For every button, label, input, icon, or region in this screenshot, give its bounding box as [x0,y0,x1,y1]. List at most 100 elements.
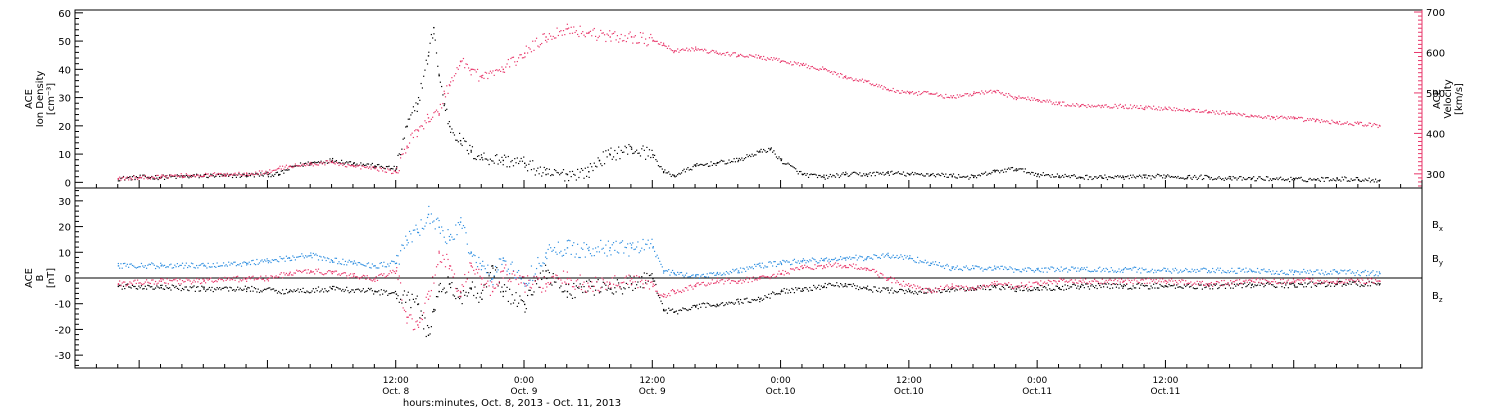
velocity-point [246,173,248,175]
density-point-trace [583,177,585,179]
velocity-point-trace [262,173,264,175]
by-point-trace [932,261,934,263]
velocity-point-trace [360,168,362,170]
density-point-trace [1194,174,1196,177]
bx-point-trace [302,287,304,289]
bx-point-trace [414,301,416,303]
velocity-point-trace [1200,111,1202,113]
by-point-trace [796,262,798,264]
velocity-point-trace [696,49,698,51]
bx-point-trace [1141,283,1143,285]
velocity-point-trace [1054,103,1056,106]
velocity-point-trace [330,161,332,164]
x-tick-date-label: Oct. 9 [510,387,537,397]
density-point-trace [193,173,195,176]
bx-point-trace [1174,287,1177,289]
bx-point-trace [606,289,608,291]
bx-point-trace [312,288,314,290]
by-point-trace [1265,271,1268,273]
velocity-point-trace [1191,108,1193,110]
density-point-trace [665,172,667,174]
bx-point-trace [1127,288,1129,290]
bx-point-trace [1050,289,1052,291]
density-point-trace [189,176,191,178]
velocity-point-trace [1372,124,1374,126]
velocity-point-trace [467,67,470,69]
density-point-trace [967,175,969,177]
velocity-point-trace [882,88,884,90]
bx-point-trace [297,288,299,290]
by-point-trace [176,263,178,265]
density-point-trace [1170,175,1173,178]
velocity-point-trace [702,50,704,52]
velocity-point-trace [716,52,719,54]
by-point-trace [764,265,766,267]
bx-point-trace [373,293,375,295]
bx-point-trace [823,286,825,289]
by-point-trace [575,253,577,255]
velocity-point-trace [1337,123,1339,125]
by-point-trace [466,243,468,245]
velocity-point-trace [1310,119,1313,121]
by-point-trace [387,263,389,265]
bx-point-trace [1046,289,1048,291]
bx-point-trace [811,289,813,292]
velocity-point-trace [389,169,391,171]
density-point-trace [751,153,753,155]
density-point-trace [816,176,819,179]
bx-point-trace [294,290,296,292]
density-point-trace [865,173,867,175]
bz-point-trace [709,283,711,286]
density-point-trace [180,175,182,177]
bx-point-trace [275,289,277,292]
bx-point-trace [584,291,586,293]
by-point-trace [951,266,953,268]
velocity-point-trace [383,167,385,169]
by-point-trace [439,232,441,234]
density-point-trace [840,175,842,177]
by-point-trace [303,257,305,259]
bx-point-trace [1113,283,1115,285]
density-point-trace [403,137,406,139]
bx-point-trace [1215,283,1218,285]
bx-point-trace [861,287,864,290]
velocity-point-trace [974,92,976,94]
velocity-point-trace [552,35,554,38]
bz-point-trace [661,295,663,297]
velocity-point-trace [352,164,354,166]
bx-point-trace [1018,287,1020,289]
density-point-trace [896,172,898,174]
by-point-trace [1285,273,1287,276]
density-point-trace [412,106,415,108]
density-point-trace [1006,168,1008,170]
by-point-trace [752,268,754,270]
bz-point-trace [580,288,583,291]
velocity-point-trace [929,93,932,95]
velocity-point-trace [337,162,339,164]
density-point [449,125,451,128]
velocity-point-trace [950,95,952,97]
bx-point-trace [792,288,794,291]
velocity-point-trace [550,35,552,37]
by-point-trace [1155,271,1157,273]
bx-point-trace [850,283,852,286]
bz-point-trace [325,272,327,275]
velocity-point-trace [1199,111,1201,113]
bx-point-trace [1238,283,1241,285]
velocity-point-trace [537,45,539,47]
density-point-trace [958,174,960,176]
by-point-trace [1017,269,1019,271]
density-point-trace [410,114,412,116]
density-point-trace [509,166,511,168]
velocity-point-trace [738,55,740,57]
density-point-trace [1333,179,1336,181]
by-point-trace [627,243,629,245]
by-point-trace [217,265,220,267]
by-point-trace [625,247,627,249]
density-point [246,174,248,177]
bx-point-trace [1371,281,1373,283]
bz-point [395,270,398,272]
by-point-trace [552,249,554,251]
velocity-point-trace [374,167,376,170]
